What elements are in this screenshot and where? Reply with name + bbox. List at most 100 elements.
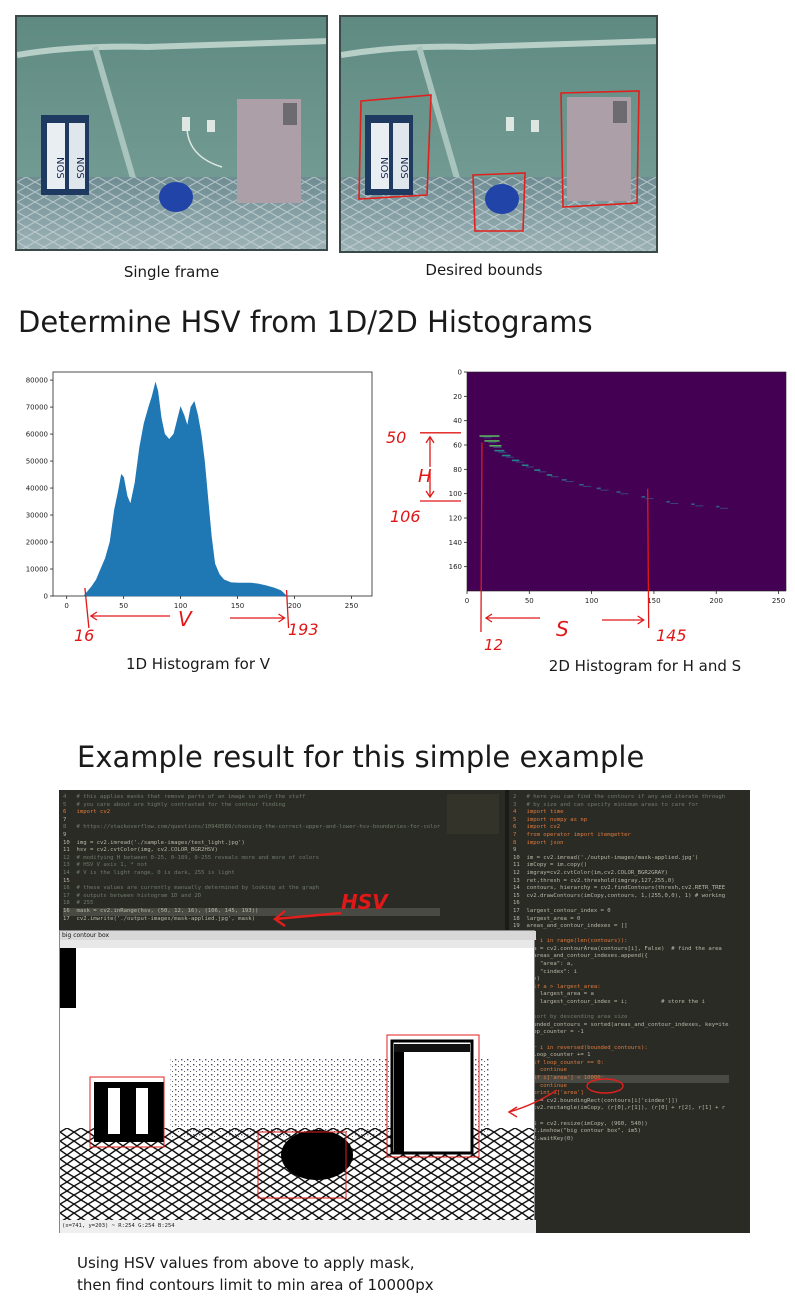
contour-window[interactable]: big contour box [59,930,536,1233]
code-line: 4 import time [513,809,564,816]
v-histogram-chart: 0 50 100 150 200 250 0 10000 20000 30000 40000 5000… [26,371,373,629]
hs-heat-cell [511,459,520,462]
v-x-tick-label: 200 [288,602,301,610]
hs-heat-cell [498,451,507,453]
code-line: 10 img = cv2.imread('./sample-images/tes… [63,839,245,846]
hs-y-tick-label: 40 [453,417,462,425]
single-frame-photo: NOS NOS [15,15,328,251]
bounding-boxes [358,90,640,232]
minimap-left [447,794,499,834]
code-line: 13 ret,thresh = cv2.threshold(imgray,127… [513,877,675,884]
hs-heat-cell [645,498,654,500]
hs-histogram-chart: 0 50 100 150 200 250 0 20 40 60 80 100 120 140 160 [420,369,787,633]
mask-soda-box [94,1082,164,1142]
code-line: 19 areas_and_contour_indexes = [] [513,923,628,930]
hs-heat-cell [493,447,502,448]
v-range-annotation [84,587,290,629]
hs-x-tick-label: 200 [710,597,723,605]
hs-y-tick-label: 160 [449,563,462,571]
v-x-tick-label: 250 [345,602,358,610]
code-line: 11 hsv = cv2.cvtColor(img, cv2.COLOR_BGR… [63,847,218,854]
v-histogram-bars [83,381,288,597]
v-y-tick-label: 40000 [26,485,48,493]
code-line: 18 # 255 [63,900,94,907]
mask-result-image [60,948,534,1220]
v-right-marker [285,589,290,629]
s-right-marker [647,488,650,629]
desired-bounds-caption: Desired bounds [425,261,543,279]
code-line: 17 # outputs between histogram 1D and 2D [63,892,202,899]
blue-ball [159,182,193,212]
code-line: 11 imCopy = im.copy() [513,862,588,869]
code-line: 3 # by size and can specify minimum area… [513,801,699,808]
hsv-annotation: HSV [341,890,388,914]
hs-heat-cell [515,461,524,463]
single-frame-image: NOS NOS [17,17,326,249]
hs-y-tick-label: 20 [453,393,462,401]
footer-line-1: Using HSV values from above to apply mas… [77,1254,415,1272]
status-text: (x=741, y=203) ~ R:254 G:254 B:254 [62,1223,175,1229]
hs-heat-cell [479,435,500,437]
hs-y-tick-label: 0 [458,369,462,377]
code-line: 4 # this applies masks that remove parts… [63,794,306,800]
hs-x-tick-label: 0 [465,597,469,605]
v-x-tick-label: 50 [119,602,128,610]
code-line: 6 import cv2 [513,824,561,831]
left-code-pane: 4 # this applies masks that remove parts… [59,790,505,930]
hs-x-tick-label: 100 [585,597,598,605]
v-annotation-left: 16 [74,626,95,645]
desired-bounds-image: NOS NOS [341,17,656,251]
s-annotation-left: 12 [484,636,504,654]
code-line: 6 import cv2 [63,809,111,816]
hs-heat-cell [525,466,534,468]
histogram-section-heading: Determine HSV from 1D/2D Histograms [18,305,593,339]
code-line: 10 im = cv2.imread('./output-images/mask… [513,854,699,861]
v-y-tick-label: 0 [44,593,48,601]
v-y-tick-label: 30000 [26,512,48,520]
single-frame-caption: Single frame [123,263,220,281]
window-title: big contour box [62,932,110,939]
code-line: 15 [63,877,70,884]
s-left-marker [480,442,483,633]
footer-line-2: then find contours limit to min area of … [77,1276,434,1294]
code-line: 5 # you care about are highly contrasted… [63,801,286,808]
hs-heat-cell [565,481,574,483]
hs-heat-cell [616,491,621,493]
hs-heat-cell [600,489,609,491]
right-code-text: 2 # here you can find the contours if an… [513,794,729,1143]
v-x-tick-label: 150 [231,602,244,610]
v-x-tick-label: 0 [64,602,68,610]
code-line: 5 import numpy as np [513,816,588,823]
svg-text:NOS: NOS [74,157,85,179]
code-line: 17 largest_contour_index = 0 [513,907,611,914]
v-left-marker [84,587,90,629]
hs-heat-cell [505,456,514,458]
svg-text:NOS: NOS [398,157,409,179]
hs-heat-cell [691,503,695,505]
v-y-tick-label: 50000 [26,458,48,466]
window-statusbar: (x=741, y=203) ~ R:254 G:254 B:254 [60,1220,536,1233]
hs-x-tick-label: 50 [525,597,534,605]
hs-x-tick-label: 250 [772,597,785,605]
v-y-tick-label: 80000 [26,377,48,385]
code-line: 9 [63,831,67,838]
code-line: 14 contours, hierarchy = cv2.findContour… [513,885,726,892]
window-titlebar[interactable]: big contour box [60,931,536,940]
h-annotation-letter: H [418,466,432,487]
code-line: 12 # modifying H between 0-25, 0-189, 0-… [63,854,319,861]
hs-heat-cell [641,496,646,498]
v-y-tick-label: 70000 [26,404,48,412]
code-line: 16 mask = cv2.inRange(hsv, (50, 12, 16),… [63,907,441,916]
hs-x-tick-label: 150 [647,597,660,605]
v-x-tick-label: 100 [174,602,187,610]
hs-heat-cell [561,479,567,481]
s-annotation-right: 145 [656,626,687,645]
code-line: 16 # these values are currently manually… [63,885,319,892]
hs-heat-cell [534,469,541,471]
code-line: 15 cv2.drawContours(imCopy,contours, 1,(… [513,892,726,899]
hs-heat-cell [596,487,601,490]
window-toolbar [60,940,534,948]
v-y-tick-label: 10000 [26,566,48,574]
hs-y-tick-label: 80 [453,466,462,474]
hs-y-tick-label: 60 [453,442,462,450]
